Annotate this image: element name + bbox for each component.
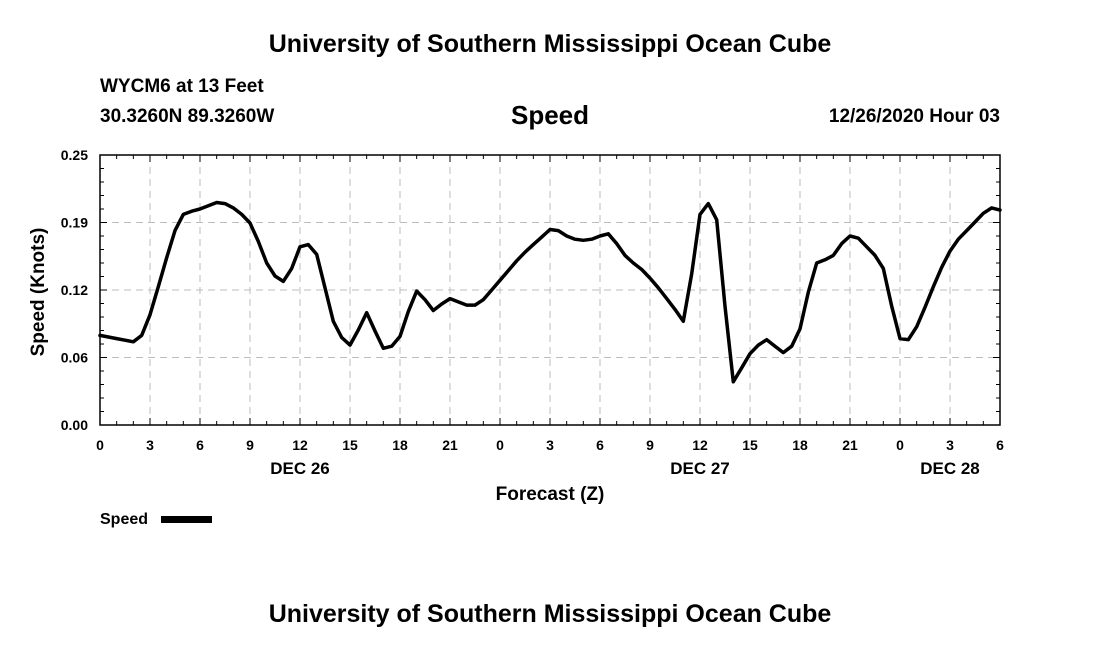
x-tick-label: 18	[392, 437, 408, 453]
y-tick-label: 0.00	[61, 417, 88, 433]
x-tick-label: 12	[692, 437, 708, 453]
legend-swatch	[161, 516, 212, 523]
speed-series-line	[98, 200, 1002, 384]
footer-title: University of Southern Mississippi Ocean…	[268, 600, 832, 628]
x-axis-label: Forecast (Z)	[496, 484, 605, 505]
x-tick-label: 18	[792, 437, 808, 453]
x-tick-label: 9	[646, 437, 654, 453]
y-tick-label: 0.06	[61, 350, 88, 366]
date-label: DEC 27	[670, 459, 730, 478]
x-tick-label: 3	[146, 437, 154, 453]
x-tick-label: 21	[842, 437, 858, 453]
x-tick-label: 6	[596, 437, 604, 453]
x-tick-label: 3	[546, 437, 554, 453]
x-tick-label: 15	[742, 437, 758, 453]
x-tick-label: 21	[442, 437, 458, 453]
y-axis-label: Speed (Knots)	[28, 228, 49, 357]
date-label: DEC 26	[270, 459, 330, 478]
x-tick-label: 0	[896, 437, 904, 453]
station-label: WYCM6 at 13 Feet	[100, 76, 264, 97]
x-tick-label: 9	[246, 437, 254, 453]
chart-title: Speed	[510, 100, 590, 130]
legend-label: Speed	[100, 511, 148, 528]
y-tick-label: 0.25	[61, 147, 88, 163]
x-tick-label: 0	[96, 437, 104, 453]
forecast-datetime: 12/26/2020 Hour 03	[828, 106, 1000, 127]
date-label: DEC 28	[920, 459, 980, 478]
x-tick-label: 12	[292, 437, 308, 453]
station-coordinates: 30.3260N 89.3260W	[100, 106, 275, 127]
plot-frame	[99, 154, 1001, 426]
y-tick-label: 0.12	[61, 282, 88, 298]
y-tick-label: 0.19	[61, 215, 88, 231]
x-tick-label: 0	[496, 437, 504, 453]
x-tick-label: 6	[196, 437, 204, 453]
x-tick-label: 6	[996, 437, 1004, 453]
page-title: University of Southern Mississippi Ocean…	[268, 30, 832, 58]
x-tick-label: 15	[342, 437, 358, 453]
x-tick-label: 3	[946, 437, 954, 453]
